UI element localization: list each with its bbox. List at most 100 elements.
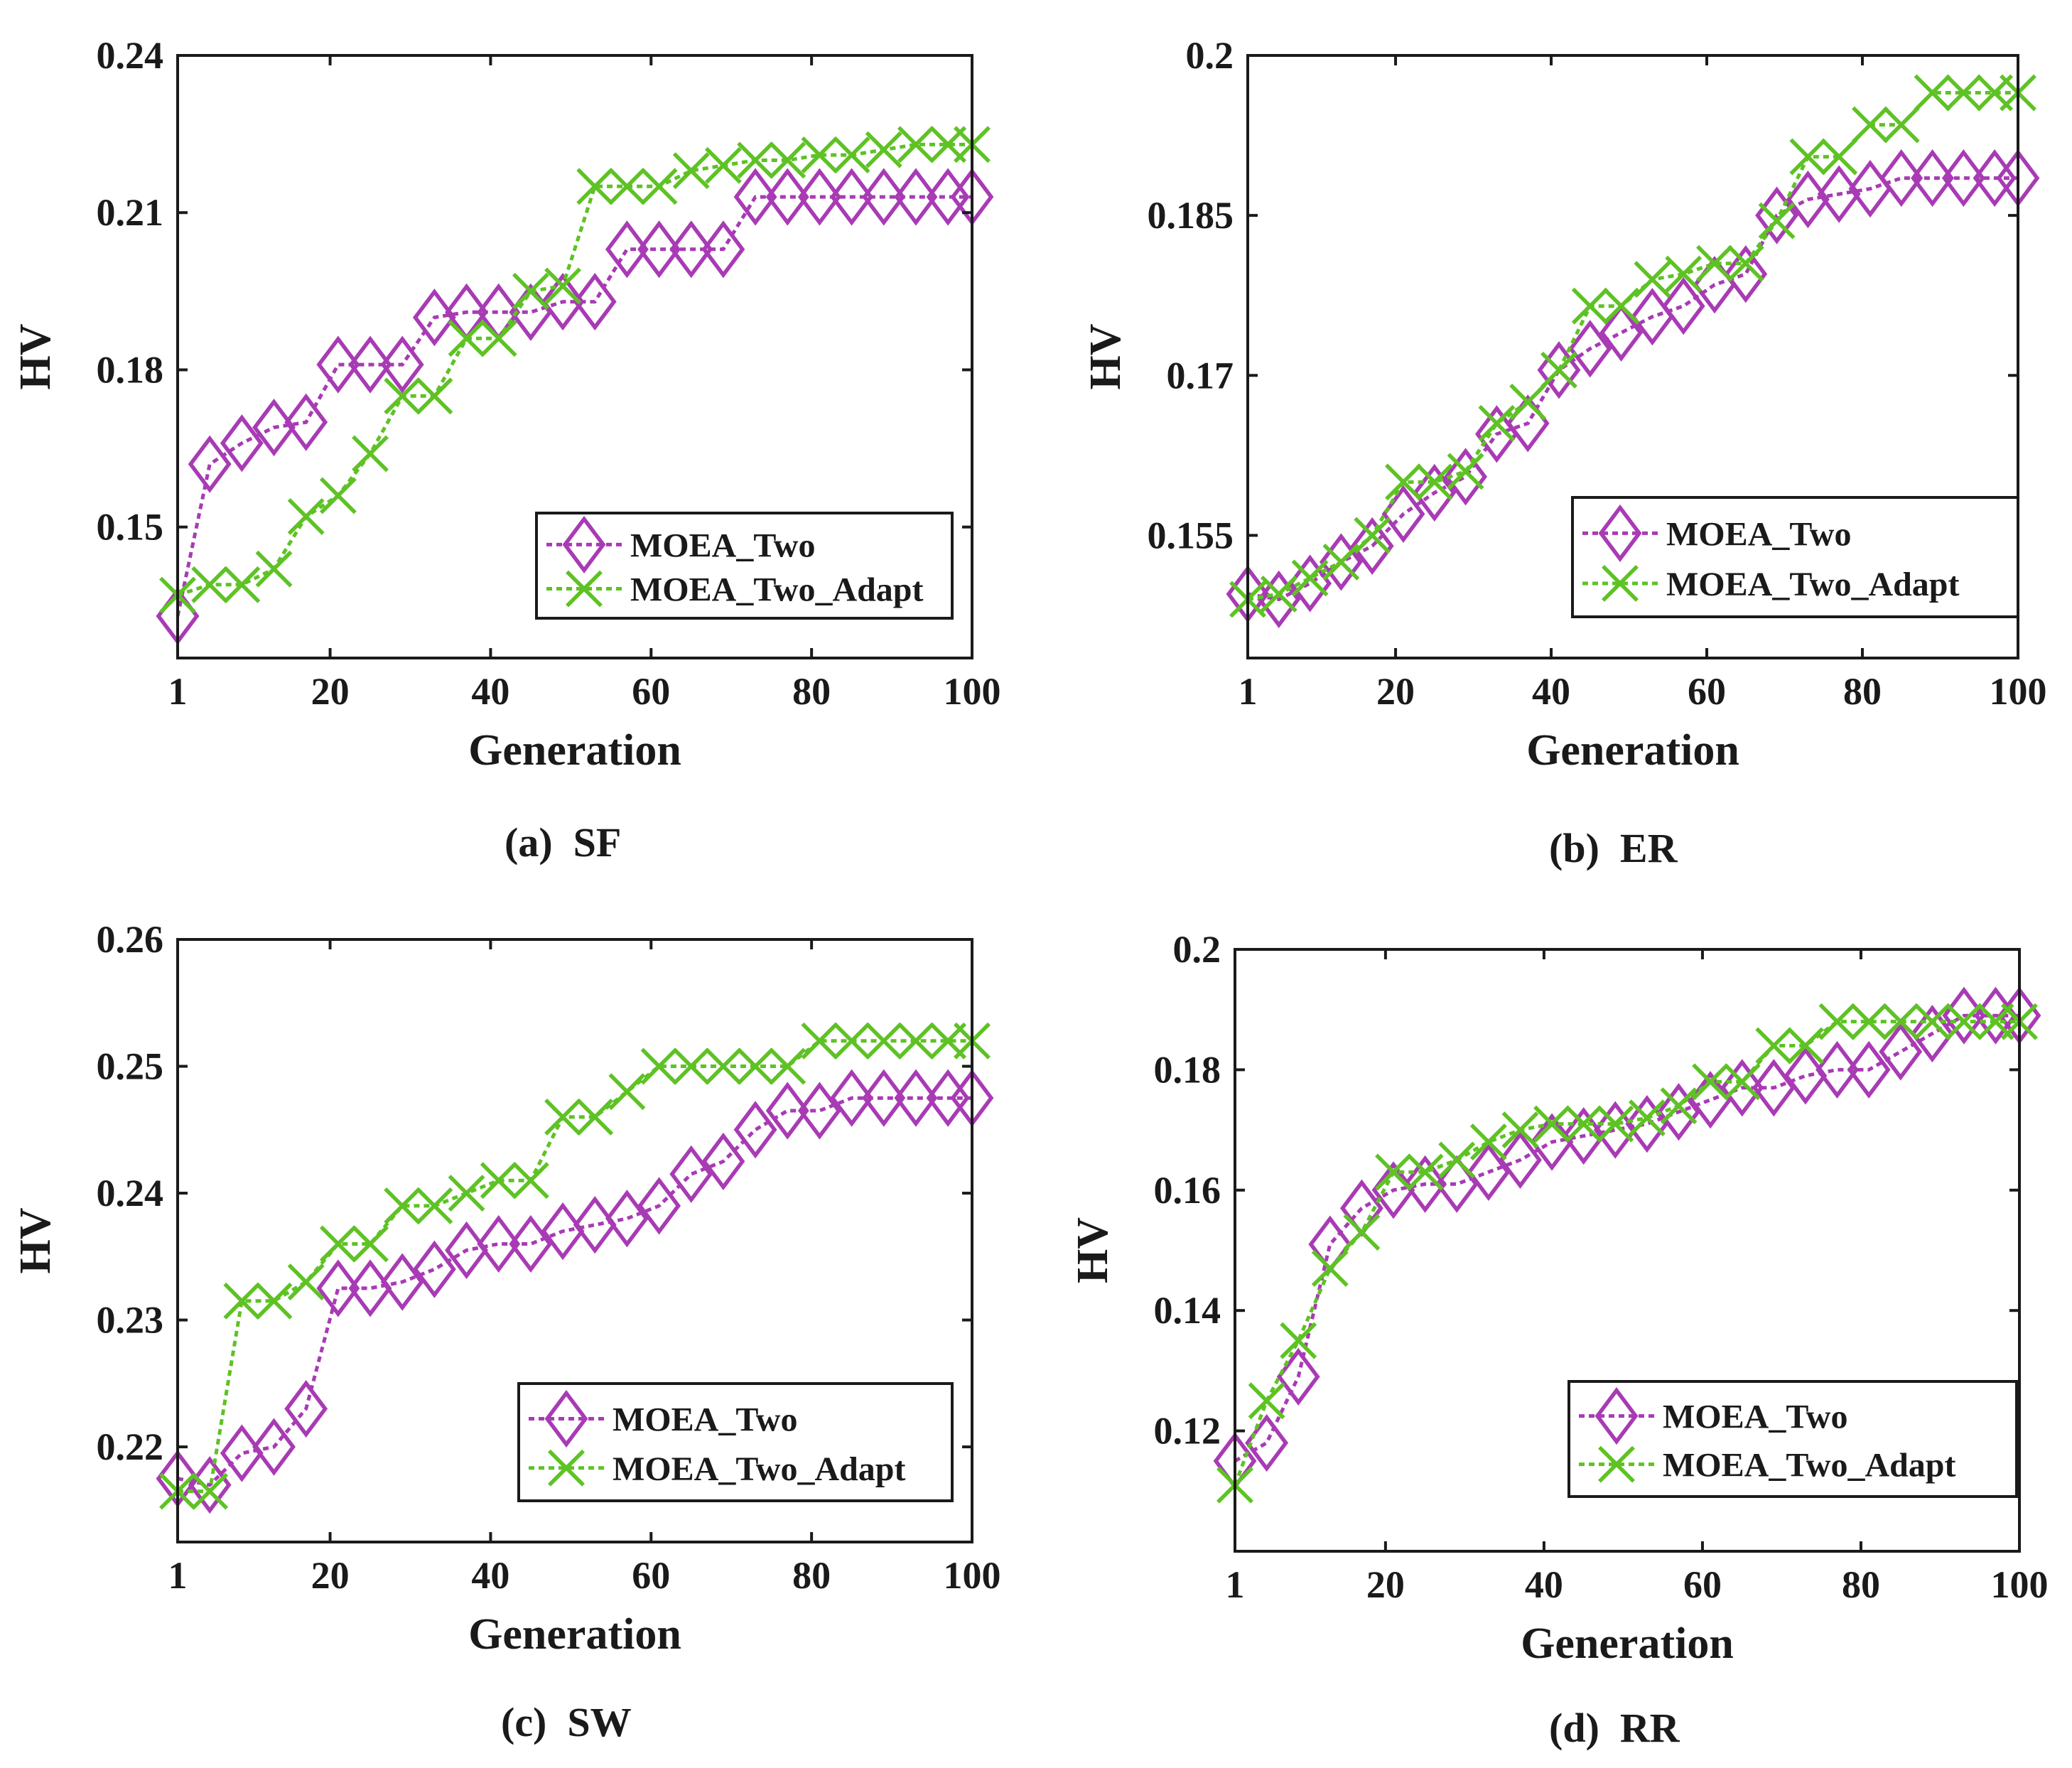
legend: MOEA_Two MOEA_Two_Adapt	[535, 512, 954, 620]
diamond-marker	[1815, 1040, 1859, 1099]
diamond-marker	[252, 1418, 296, 1476]
legend-diamond-icon	[544, 1389, 588, 1448]
x-tick-label: 1	[1239, 670, 1258, 713]
legend-label: MOEA_Two	[1666, 515, 1851, 553]
cross-marker	[833, 136, 870, 174]
cross-marker	[897, 1022, 934, 1060]
cross-marker	[1509, 383, 1547, 421]
cross-marker	[287, 1263, 325, 1300]
cross-marker	[416, 377, 453, 415]
diamond-marker	[220, 1424, 264, 1482]
y-tick-label: 0.2	[1186, 34, 1234, 77]
cross-marker	[1438, 1141, 1476, 1179]
x-tick-label: 60	[632, 670, 670, 713]
cross-marker	[512, 272, 549, 310]
diamond-marker	[412, 1240, 456, 1298]
plot-frame	[176, 938, 973, 1543]
x-tick-label: 40	[1525, 1563, 1563, 1606]
diamond-marker	[412, 289, 456, 347]
diamond-marker	[669, 1145, 713, 1203]
legend: MOEA_Two MOEA_Two_Adapt	[1568, 1380, 2018, 1498]
legend: MOEA_Two MOEA_Two_Adapt	[517, 1382, 954, 1502]
series-moea-two-adapt	[159, 126, 991, 614]
cross-marker	[1322, 543, 1360, 581]
cross-marker	[865, 131, 902, 168]
x-axis-label: Generation	[468, 726, 681, 775]
chart-panel-sw: 1 20 40 60 80 100 0.22 0.23 0.24 0.25 0.26 Generati…	[0, 884, 1036, 1768]
cross-marker	[801, 136, 838, 174]
diamond-marker	[1879, 1023, 1923, 1081]
cross-marker	[1882, 1003, 1919, 1040]
diamond-marker	[894, 168, 938, 226]
legend-diamond-icon	[1595, 1387, 1639, 1445]
cross-marker	[737, 1047, 775, 1085]
y-axis-label: HV	[11, 323, 60, 389]
diamond-marker	[605, 220, 649, 279]
cross-marker	[1375, 1153, 1412, 1191]
caption-er: (b) ER	[1549, 825, 1678, 871]
x-tick-label: 100	[1990, 670, 2047, 713]
cross-marker	[1727, 244, 1764, 282]
x-tick-label: 40	[1532, 670, 1570, 713]
diamond-marker	[188, 435, 232, 493]
cross-marker	[1945, 1003, 1982, 1040]
cross-marker	[897, 126, 934, 163]
cross-marker	[544, 1098, 582, 1136]
cross-marker	[255, 550, 293, 588]
cross-marker	[416, 1187, 453, 1224]
legend-cross-icon	[1602, 565, 1639, 602]
y-tick-label: 0.12	[1154, 1410, 1221, 1452]
y-tick-label: 0.23	[97, 1299, 164, 1342]
legend-label: MOEA_Two	[630, 527, 815, 564]
cross-marker	[512, 1162, 549, 1200]
x-axis-label: Generation	[468, 1610, 681, 1659]
y-tick-label: 0.14	[1154, 1289, 1221, 1332]
x-tick-label: 60	[632, 1554, 670, 1597]
diamond-marker	[1257, 570, 1301, 629]
y-tick-label: 0.22	[97, 1425, 164, 1468]
diamond-marker	[701, 1132, 745, 1191]
x-tick-label: 100	[944, 670, 1001, 713]
diamond-marker	[316, 335, 360, 394]
hv-chart-sf: 1 20 40 60 80 100 0.15 0.18 0.21 0.24 Generation HV…	[11, 34, 1001, 775]
legend-diamond-icon	[1598, 504, 1642, 562]
diamond-marker	[509, 1214, 553, 1273]
diamond-marker	[1413, 463, 1457, 522]
legend-label: MOEA_Two_Adapt	[613, 1450, 905, 1488]
diamond-marker	[862, 168, 906, 226]
diamond-marker	[1941, 149, 1985, 207]
series-moea-two-adapt	[1216, 1003, 2038, 1504]
y-axis-label: HV	[1081, 323, 1130, 389]
cross-marker	[704, 146, 742, 184]
cross-marker	[1850, 1003, 1888, 1040]
cross-marker	[1628, 1099, 1666, 1137]
cross-marker	[255, 1282, 293, 1320]
y-tick-label: 0.25	[97, 1045, 164, 1088]
diamond-marker	[1403, 1155, 1447, 1213]
cross-marker	[319, 1225, 357, 1263]
cross-marker	[1533, 1105, 1571, 1143]
legend-label: MOEA_Two_Adapt	[630, 571, 923, 609]
cross-marker	[287, 497, 325, 535]
x-axis-label: Generation	[1526, 726, 1739, 775]
cross-marker	[576, 1098, 614, 1136]
y-tick-label: 0.185	[1148, 194, 1234, 237]
y-tick-label: 0.18	[1154, 1048, 1221, 1091]
diamond-marker	[797, 1082, 841, 1140]
cross-marker	[1478, 404, 1516, 442]
cross-marker	[1723, 1063, 1761, 1101]
cross-marker	[1565, 1105, 1602, 1143]
cross-marker	[1597, 1105, 1634, 1143]
x-tick-label: 1	[168, 670, 188, 713]
cross-marker	[1945, 74, 1982, 112]
diamond-marker	[477, 1214, 521, 1273]
diamond-marker	[1308, 1215, 1352, 1273]
cross-marker	[1469, 1123, 1507, 1160]
diamond-marker	[1350, 517, 1394, 575]
cross-marker	[576, 168, 614, 205]
diamond-marker	[830, 168, 874, 226]
legend: MOEA_Two MOEA_Two_Adapt	[1571, 496, 2019, 618]
x-tick-label: 100	[944, 1554, 1001, 1597]
y-tick-label: 0.17	[1167, 354, 1234, 397]
cross-marker	[1789, 138, 1827, 176]
